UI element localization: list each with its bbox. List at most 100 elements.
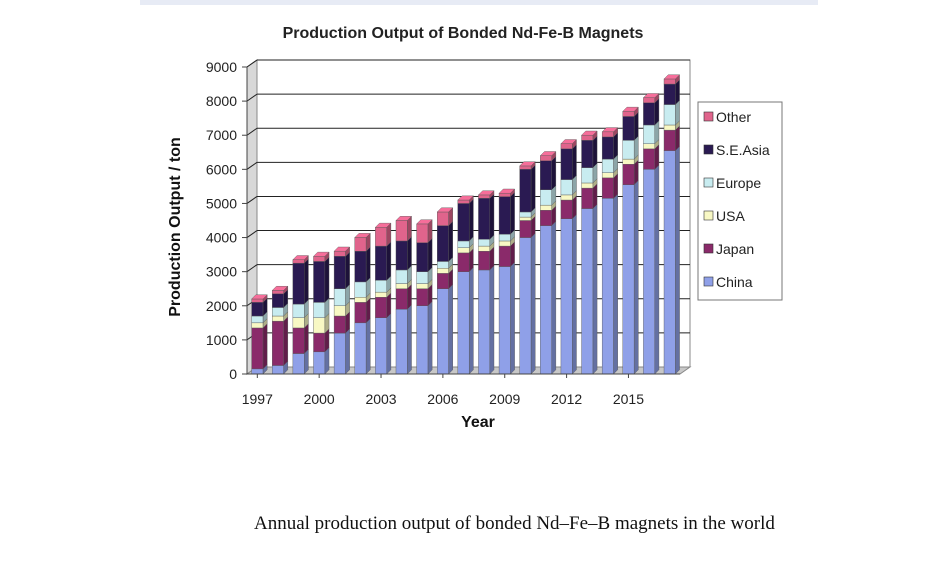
bar-segment: [272, 307, 284, 317]
bar-segment: [395, 240, 408, 271]
bar-segment: [272, 290, 284, 295]
bar-segment: [540, 204, 552, 211]
bar-side: [613, 132, 618, 160]
bar-segment: [313, 332, 326, 353]
x-axis-ticks: 1997 2000 2003 2006 2009 2012 2015: [242, 373, 680, 407]
bar-side: [448, 220, 453, 262]
bar-stack-2011: [539, 151, 557, 375]
y-tick-label: 2000: [206, 298, 237, 314]
bar-top: [251, 294, 268, 300]
bar-segment: [622, 116, 635, 141]
bar-side: [551, 220, 557, 375]
bar-segment: [395, 308, 408, 375]
bar-side: [572, 214, 577, 375]
bar-segment: [416, 305, 429, 375]
legend-label: China: [716, 274, 753, 290]
bar-segment: [478, 269, 490, 375]
legend-label: Europe: [716, 175, 761, 191]
bar-side: [468, 198, 474, 242]
bar-side: [386, 241, 392, 281]
y-tick-label: 5000: [206, 195, 237, 211]
bar-segment: [581, 182, 594, 189]
bar-segment: [313, 302, 326, 318]
y-tick-label: 0: [229, 366, 237, 382]
legend-swatch: [703, 144, 714, 155]
bar-segment: [622, 158, 635, 165]
bar-segment: [437, 273, 449, 289]
grid-line-depth: [246, 59, 258, 68]
bar-side: [633, 180, 639, 375]
bar-segment: [622, 140, 635, 160]
bar-side: [654, 164, 660, 375]
bar-segment: [395, 288, 408, 310]
bar-segment: [478, 194, 490, 199]
bar-segment: [416, 271, 429, 284]
bar-segment: [395, 220, 408, 242]
bar-segment: [560, 143, 573, 150]
bar-segment: [251, 298, 264, 303]
bar-side: [510, 191, 515, 235]
bar-stack-1997: [251, 294, 268, 375]
bar-side: [530, 164, 536, 213]
legend-swatch: [703, 276, 714, 287]
bar-segment: [519, 165, 532, 170]
bar-segment: [292, 262, 305, 305]
bar-top: [477, 190, 495, 196]
y-tick-label: 7000: [206, 127, 237, 143]
bar-segment: [292, 303, 305, 318]
bar-segment: [375, 297, 387, 318]
bar-segment: [272, 315, 284, 322]
bar-side: [365, 246, 371, 283]
legend: Other S.E.Asia Europe USA Japan China: [697, 101, 783, 301]
bar-top: [416, 219, 433, 225]
bar-stack-1998: [271, 285, 289, 375]
bar-segment: [354, 237, 367, 252]
bar-side: [489, 265, 495, 375]
legend-swatch: [703, 111, 714, 122]
bar-segment: [251, 368, 264, 375]
bar-stack-2007: [457, 195, 474, 375]
bar-segment: [643, 124, 655, 144]
bar-segment: [643, 169, 655, 375]
x-tick-label: 1997: [242, 391, 273, 407]
bar-segment: [292, 327, 305, 354]
bar-segment: [272, 320, 284, 366]
bar-side: [675, 145, 680, 375]
bar-segment: [272, 293, 284, 308]
bar-segment: [395, 283, 408, 289]
bar-segment: [333, 250, 346, 257]
bar-segment: [395, 269, 408, 284]
x-tick-label: 2006: [427, 391, 458, 407]
bar-segment: [416, 223, 429, 243]
bar-stack-2002: [354, 232, 371, 375]
bar-segment: [601, 172, 614, 179]
bar-stack-2017: [663, 74, 681, 375]
bar-side: [613, 193, 618, 375]
grid-line-depth: [246, 230, 258, 238]
bar-stack-2006: [436, 207, 454, 375]
bar-segment: [333, 332, 346, 375]
bar-top: [374, 222, 392, 228]
bar-stack-2009: [498, 188, 516, 375]
bar-segment: [540, 160, 552, 191]
bar-segment: [354, 297, 367, 303]
bar-top: [333, 246, 351, 252]
bar-segment: [354, 302, 367, 324]
y-tick-label: 4000: [206, 230, 237, 246]
y-tick-label: 6000: [206, 161, 237, 177]
bar-segment: [375, 317, 387, 375]
bar-top: [436, 207, 454, 213]
bar-segment: [354, 250, 367, 283]
bar-segment: [313, 256, 326, 262]
bar-top: [292, 255, 309, 260]
bar-top: [642, 93, 660, 98]
bar-segment: [416, 242, 429, 272]
bar-segment: [333, 305, 346, 317]
bar-segment: [457, 271, 470, 375]
bar-segment: [457, 199, 470, 204]
bar-segment: [643, 102, 655, 126]
bar-side: [633, 111, 639, 141]
bar-segment: [540, 210, 552, 226]
bar-segment: [519, 220, 532, 238]
bar-segment: [375, 291, 387, 298]
